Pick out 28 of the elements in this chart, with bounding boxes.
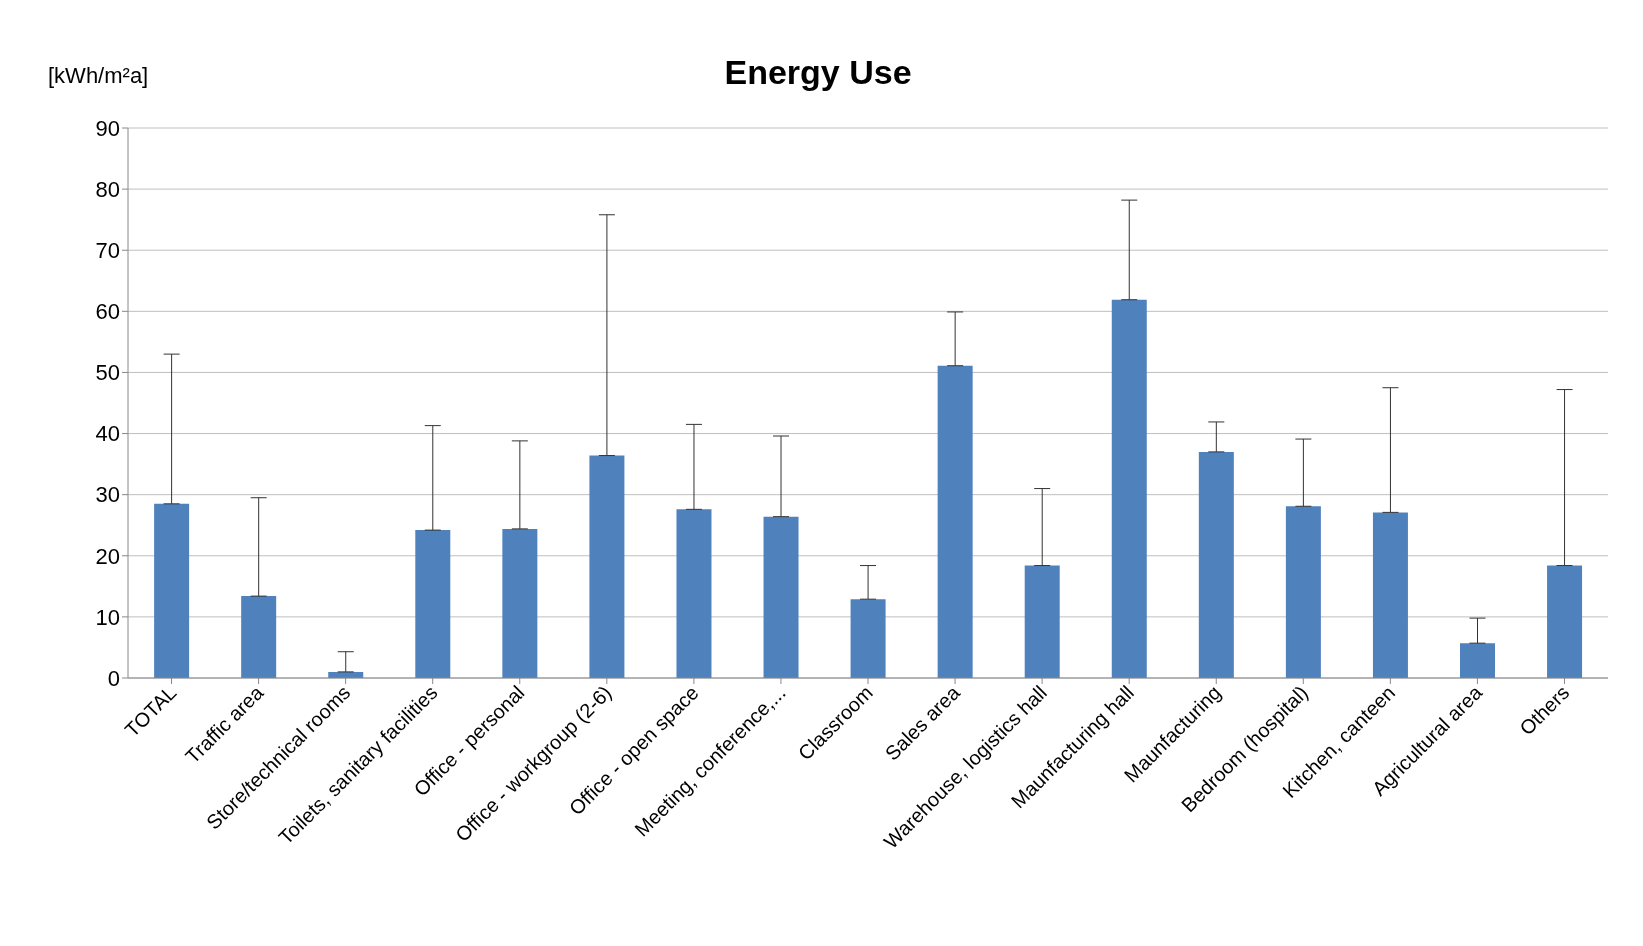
y-tick-label: 40 xyxy=(95,421,120,447)
y-tick-label: 60 xyxy=(95,299,120,325)
y-tick-label: 80 xyxy=(95,176,120,202)
bar xyxy=(850,599,886,678)
y-tick-label: 50 xyxy=(95,360,120,386)
y-tick-label: 10 xyxy=(95,604,120,630)
bar xyxy=(1198,451,1234,678)
bar xyxy=(1460,643,1495,678)
bar xyxy=(1111,299,1147,678)
bar xyxy=(241,596,277,678)
bar xyxy=(1372,512,1408,678)
y-tick-label: 30 xyxy=(95,482,120,508)
bar xyxy=(676,509,712,678)
y-tick-label: 20 xyxy=(95,543,120,569)
chart-title: Energy Use xyxy=(724,53,912,91)
bar xyxy=(502,528,538,678)
y-tick-label: 90 xyxy=(95,115,120,141)
bar xyxy=(937,365,973,678)
bar xyxy=(1285,506,1321,678)
bar xyxy=(763,516,799,678)
bar xyxy=(154,503,190,678)
bar xyxy=(1547,565,1583,678)
y-tick-label: 0 xyxy=(107,665,120,691)
bar xyxy=(415,530,451,678)
y-tick-label: 70 xyxy=(95,238,120,264)
y-axis-title: [kWh/m²a] xyxy=(48,63,149,89)
bar xyxy=(1024,565,1060,678)
bar xyxy=(589,455,625,678)
